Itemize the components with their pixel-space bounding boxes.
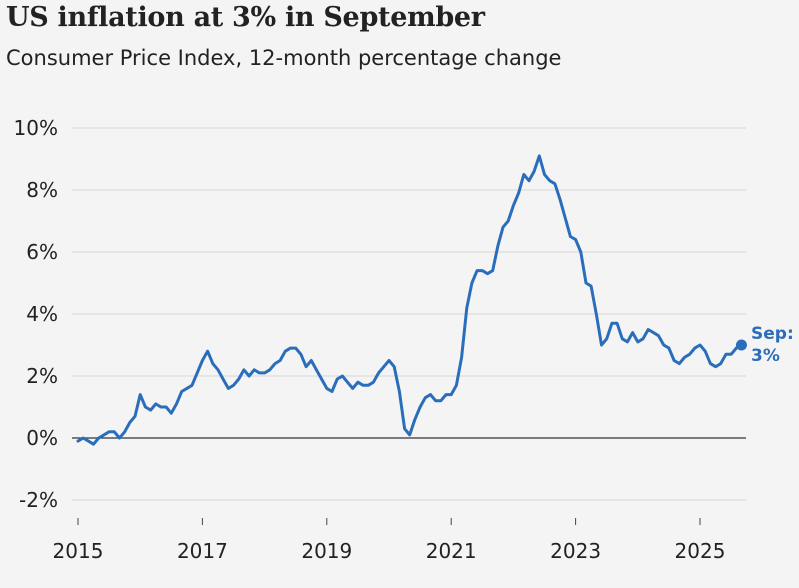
annotations: Sep:3% [735, 324, 794, 366]
endpoint-label-month: Sep: [751, 324, 794, 344]
endpoint-label-value: 3% [751, 346, 780, 366]
x-tick-label: 2023 [550, 539, 601, 563]
y-tick-label: 0% [26, 426, 58, 450]
gridlines [72, 127, 746, 501]
y-tick-label: 2% [26, 364, 58, 388]
x-tick-label: 2025 [675, 539, 726, 563]
chart-title: US inflation at 3% in September [6, 2, 485, 33]
y-tick-label: 10% [14, 116, 58, 140]
y-tick-label: 4% [26, 302, 58, 326]
x-tick-label: 2021 [426, 539, 477, 563]
y-tick-label: -2% [19, 488, 58, 512]
y-tick-label: 8% [26, 178, 58, 202]
y-tick-label: 6% [26, 240, 58, 264]
x-tick-label: 2019 [301, 539, 352, 563]
series-lines [76, 154, 743, 446]
series-line-cpi [76, 154, 743, 446]
chart-subtitle: Consumer Price Index, 12-month percentag… [6, 46, 562, 70]
x-tick-label: 2017 [177, 539, 228, 563]
endpoint-marker [735, 339, 747, 351]
x-tick-label: 2015 [53, 539, 104, 563]
x-axis: 2015 2017 2019 2021 2023 2025 [53, 518, 726, 563]
y-axis-labels: 10% 8% 6% 4% 2% 0% -2% [14, 116, 58, 512]
